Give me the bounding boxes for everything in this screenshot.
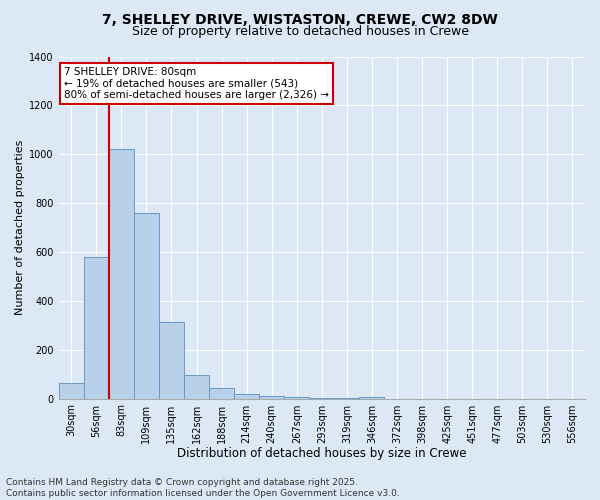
Bar	[109, 150, 134, 398]
Text: Contains HM Land Registry data © Crown copyright and database right 2025.
Contai: Contains HM Land Registry data © Crown c…	[6, 478, 400, 498]
Bar	[84, 257, 109, 398]
Bar	[234, 394, 259, 398]
Bar	[359, 396, 385, 398]
Bar	[134, 213, 159, 398]
Text: Size of property relative to detached houses in Crewe: Size of property relative to detached ho…	[131, 25, 469, 38]
Bar	[159, 322, 184, 398]
Bar	[209, 388, 234, 398]
Y-axis label: Number of detached properties: Number of detached properties	[15, 140, 25, 315]
Text: 7, SHELLEY DRIVE, WISTASTON, CREWE, CW2 8DW: 7, SHELLEY DRIVE, WISTASTON, CREWE, CW2 …	[102, 12, 498, 26]
Bar	[59, 382, 84, 398]
X-axis label: Distribution of detached houses by size in Crewe: Distribution of detached houses by size …	[177, 447, 467, 460]
Text: 7 SHELLEY DRIVE: 80sqm
← 19% of detached houses are smaller (543)
80% of semi-de: 7 SHELLEY DRIVE: 80sqm ← 19% of detached…	[64, 67, 329, 100]
Bar	[259, 396, 284, 398]
Bar	[184, 376, 209, 398]
